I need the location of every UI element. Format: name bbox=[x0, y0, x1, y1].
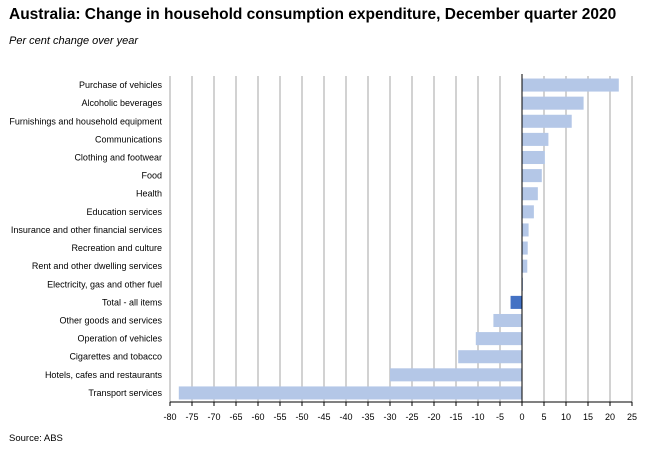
category-label: Rent and other dwelling services bbox=[32, 261, 163, 271]
grid-lines bbox=[169, 76, 633, 402]
category-label: Alcoholic beverages bbox=[81, 98, 162, 108]
x-tick-label: -75 bbox=[185, 412, 198, 422]
x-tick-label: -15 bbox=[449, 412, 462, 422]
x-tick-label: 10 bbox=[561, 412, 571, 422]
source-note: Source: ABS bbox=[9, 433, 63, 444]
bar bbox=[522, 169, 542, 183]
x-tick-label: -80 bbox=[163, 412, 176, 422]
category-label: Recreation and culture bbox=[71, 243, 162, 253]
x-tick-label: -50 bbox=[295, 412, 308, 422]
bar bbox=[510, 295, 522, 309]
bar bbox=[475, 332, 522, 346]
bar bbox=[493, 313, 522, 328]
bar bbox=[522, 205, 534, 219]
x-tick-label: -30 bbox=[383, 412, 396, 422]
category-labels: Purchase of vehicles Alcoholic beverages F… bbox=[9, 80, 162, 398]
x-tick-label: 20 bbox=[605, 412, 615, 422]
bar bbox=[522, 150, 545, 165]
category-label: Electricity, gas and other fuel bbox=[47, 279, 162, 289]
category-label: Food bbox=[141, 171, 162, 181]
category-label: Insurance and other financial services bbox=[11, 225, 163, 235]
x-tick-label: 5 bbox=[541, 412, 546, 422]
x-tick-label: -70 bbox=[207, 412, 220, 422]
x-tick-label: -55 bbox=[273, 412, 286, 422]
x-tick-label: -35 bbox=[361, 412, 374, 422]
bar bbox=[522, 259, 528, 273]
category-label: Education services bbox=[86, 207, 162, 217]
x-tick-label: 25 bbox=[627, 412, 637, 422]
bar bbox=[178, 386, 523, 400]
bar bbox=[458, 350, 522, 364]
axes bbox=[169, 74, 633, 406]
x-tick-label: -10 bbox=[471, 412, 484, 422]
category-label: Communications bbox=[95, 134, 163, 144]
chart-subtitle: Per cent change over year bbox=[9, 35, 139, 47]
x-tick-label: 15 bbox=[583, 412, 593, 422]
x-tick-label: -65 bbox=[229, 412, 242, 422]
bar bbox=[522, 187, 538, 201]
bar bbox=[522, 114, 572, 128]
x-tick-label: -45 bbox=[317, 412, 330, 422]
x-tick-label: -5 bbox=[496, 412, 504, 422]
category-label: Furnishings and household equipment bbox=[9, 116, 162, 126]
x-tick-label: -20 bbox=[427, 412, 440, 422]
x-tick-label: 0 bbox=[519, 412, 524, 422]
category-label: Operation of vehicles bbox=[77, 334, 162, 344]
bar bbox=[522, 132, 549, 146]
category-label: Other goods and services bbox=[59, 316, 162, 326]
category-label: Total - all items bbox=[102, 297, 163, 307]
category-label: Health bbox=[136, 189, 162, 199]
category-label: Purchase of vehicles bbox=[79, 80, 163, 90]
bar bbox=[522, 241, 528, 255]
category-label: Hotels, cafes and restaurants bbox=[45, 370, 163, 380]
bar bbox=[522, 223, 529, 237]
bar bbox=[390, 368, 522, 382]
chart-title: Australia: Change in household consumpti… bbox=[9, 6, 617, 23]
tick-labels: -80 -75 -70 -65 -60 -55 -50 -45 -40 -35 -30 -25 -20-… bbox=[163, 412, 637, 422]
bars bbox=[178, 78, 619, 400]
x-tick-label: -60 bbox=[251, 412, 264, 422]
category-label: Cigarettes and tobacco bbox=[69, 352, 162, 362]
bar bbox=[522, 96, 584, 110]
category-label: Transport services bbox=[88, 388, 162, 398]
category-label: Clothing and footwear bbox=[74, 153, 162, 163]
x-tick-label: -25 bbox=[405, 412, 418, 422]
bar bbox=[522, 78, 619, 92]
x-tick-label: -40 bbox=[339, 412, 352, 422]
